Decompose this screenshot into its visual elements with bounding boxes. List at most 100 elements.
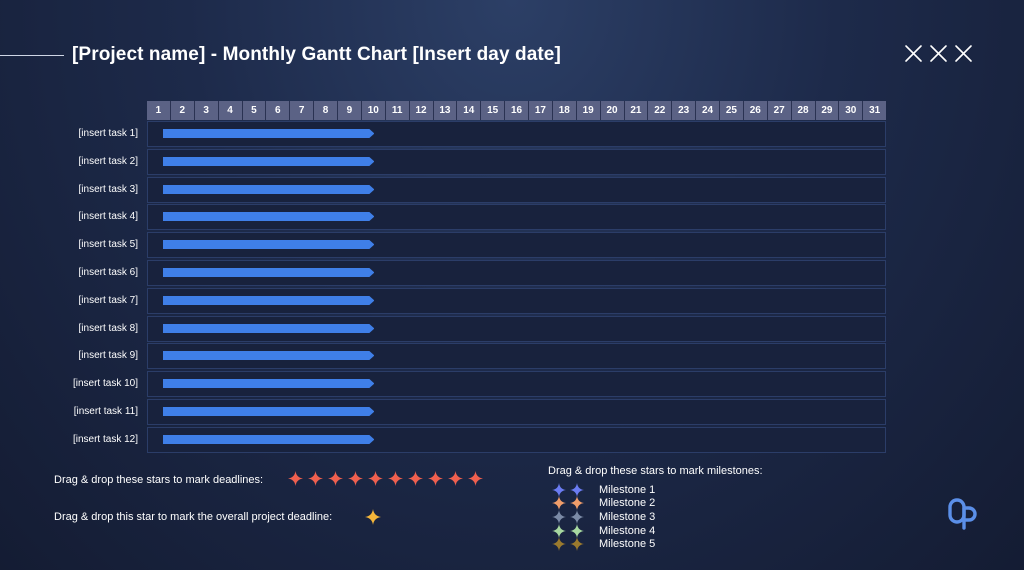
milestone-star-icon[interactable] bbox=[570, 496, 584, 511]
deadline-stars bbox=[288, 471, 483, 486]
task-bar[interactable] bbox=[163, 156, 375, 166]
day-header-cell: 17 bbox=[529, 101, 553, 120]
milestone-star-icon[interactable] bbox=[570, 482, 584, 497]
task-label: [insert task 1] bbox=[78, 128, 138, 139]
day-header-cell: 14 bbox=[457, 101, 482, 120]
task-bar[interactable] bbox=[163, 295, 375, 305]
deadline-star-icon[interactable] bbox=[368, 471, 383, 486]
task-row bbox=[147, 371, 886, 398]
deadline-star-icon[interactable] bbox=[308, 471, 323, 486]
task-bar[interactable] bbox=[163, 240, 375, 250]
overall-deadline-star-icon[interactable] bbox=[365, 509, 381, 530]
day-header-cell: 4 bbox=[218, 101, 243, 120]
day-header-cell: 30 bbox=[839, 101, 864, 120]
deadline-star-icon[interactable] bbox=[408, 471, 423, 486]
day-header-cell: 19 bbox=[576, 101, 601, 120]
task-bar[interactable] bbox=[163, 129, 375, 138]
milestone-star-icon[interactable] bbox=[552, 482, 566, 497]
deadline-instructions: Drag & drop these stars to mark deadline… bbox=[54, 474, 264, 486]
task-label: [insert task 2] bbox=[78, 155, 138, 167]
title-divider bbox=[0, 55, 64, 56]
day-header-cell: 6 bbox=[266, 101, 291, 120]
task-row bbox=[147, 121, 886, 147]
milestone-label: Milestone 1 bbox=[599, 483, 656, 496]
task-row bbox=[147, 148, 886, 175]
day-header-cell: 23 bbox=[672, 101, 697, 120]
milestone-instructions: Drag & drop these stars to mark mileston… bbox=[548, 465, 763, 477]
deadline-star-icon[interactable] bbox=[448, 471, 463, 486]
milestone-label: Milestone 3 bbox=[599, 510, 656, 523]
deadline-star-icon[interactable] bbox=[428, 471, 443, 486]
day-header-cell: 5 bbox=[242, 101, 267, 120]
task-label: [insert task 8] bbox=[78, 322, 138, 334]
milestone-star-icon[interactable] bbox=[552, 537, 566, 552]
day-header-cell: 10 bbox=[361, 101, 386, 120]
day-header-cell: 28 bbox=[791, 101, 816, 120]
day-header-cell: 29 bbox=[815, 101, 840, 120]
milestone-star-icon[interactable] bbox=[552, 509, 566, 524]
close-icon bbox=[955, 45, 972, 62]
task-label: [insert task 3] bbox=[78, 183, 138, 195]
task-label: [insert task 5] bbox=[78, 239, 138, 251]
task-label: [insert task 7] bbox=[78, 294, 138, 306]
day-header-cell: 31 bbox=[863, 101, 887, 120]
top-icons bbox=[904, 44, 973, 63]
day-header-cell: 7 bbox=[290, 101, 315, 120]
deadline-star-icon[interactable] bbox=[288, 471, 303, 486]
milestone-item: Milestone 3 bbox=[552, 509, 656, 524]
deadline-star-icon[interactable] bbox=[468, 471, 483, 486]
day-header-cell: 15 bbox=[481, 101, 506, 120]
task-bar[interactable] bbox=[163, 184, 375, 194]
milestone-star-icon[interactable] bbox=[552, 496, 566, 511]
task-row bbox=[147, 399, 886, 425]
day-header-cell: 9 bbox=[338, 101, 362, 120]
task-bar[interactable] bbox=[163, 379, 375, 389]
milestone-label: Milestone 5 bbox=[599, 538, 656, 551]
milestone-item: Milestone 1 bbox=[552, 482, 656, 497]
task-row bbox=[147, 287, 886, 314]
task-bar[interactable] bbox=[163, 268, 375, 277]
milestone-star-icon[interactable] bbox=[570, 523, 584, 538]
task-label: [insert task 11] bbox=[73, 406, 138, 417]
task-row bbox=[147, 343, 886, 370]
milestone-label: Milestone 2 bbox=[599, 497, 656, 510]
milestone-star-icon[interactable] bbox=[552, 523, 566, 538]
task-bar[interactable] bbox=[163, 323, 375, 333]
day-header-row: 1 2 3 4 5 6 7 8 9 10 11 12 13 14 15 16 17 18 19 20 21 22 23 24 2… bbox=[147, 101, 887, 120]
task-label: [insert task 6] bbox=[78, 267, 138, 278]
day-header-cell: 21 bbox=[624, 101, 649, 120]
page-title: [Project name] - Monthly Gantt Chart [In… bbox=[72, 44, 561, 65]
task-label: [insert task 10] bbox=[72, 378, 138, 390]
task-bar[interactable] bbox=[163, 351, 375, 361]
day-header-cell: 1 bbox=[147, 101, 171, 120]
day-header-cell: 13 bbox=[433, 101, 458, 120]
day-header-cell: 24 bbox=[696, 101, 720, 120]
day-header-cell: 16 bbox=[505, 101, 529, 120]
task-label: [insert task 9] bbox=[78, 350, 138, 362]
task-row bbox=[147, 426, 886, 453]
task-row bbox=[147, 176, 886, 203]
task-label: [insert task 4] bbox=[78, 211, 138, 223]
milestone-star-icon[interactable] bbox=[570, 509, 584, 524]
task-bar[interactable] bbox=[163, 212, 375, 222]
deadline-star-icon[interactable] bbox=[348, 471, 363, 486]
deadline-star-icon[interactable] bbox=[328, 471, 343, 486]
task-bar[interactable] bbox=[163, 407, 375, 416]
day-header-cell: 25 bbox=[720, 101, 744, 120]
day-header-cell: 22 bbox=[648, 101, 673, 120]
star-icon[interactable] bbox=[365, 509, 381, 525]
gantt-grid bbox=[147, 121, 886, 454]
day-header-cell: 12 bbox=[409, 101, 434, 120]
day-header-cell: 18 bbox=[552, 101, 577, 120]
day-header-cell: 26 bbox=[743, 101, 768, 120]
milestone-item: Milestone 2 bbox=[552, 496, 656, 511]
milestone-star-icon[interactable] bbox=[570, 537, 584, 552]
task-bar[interactable] bbox=[163, 434, 375, 444]
day-header-cell: 3 bbox=[194, 101, 219, 120]
milestone-item: Milestone 4 bbox=[552, 523, 655, 538]
milestone-item: Milestone 5 bbox=[552, 537, 656, 552]
close-icon bbox=[930, 45, 947, 62]
day-header-cell: 20 bbox=[600, 101, 625, 120]
overall-deadline-instructions: Drag & drop this star to mark the overal… bbox=[54, 511, 333, 523]
deadline-star-icon[interactable] bbox=[388, 471, 403, 486]
